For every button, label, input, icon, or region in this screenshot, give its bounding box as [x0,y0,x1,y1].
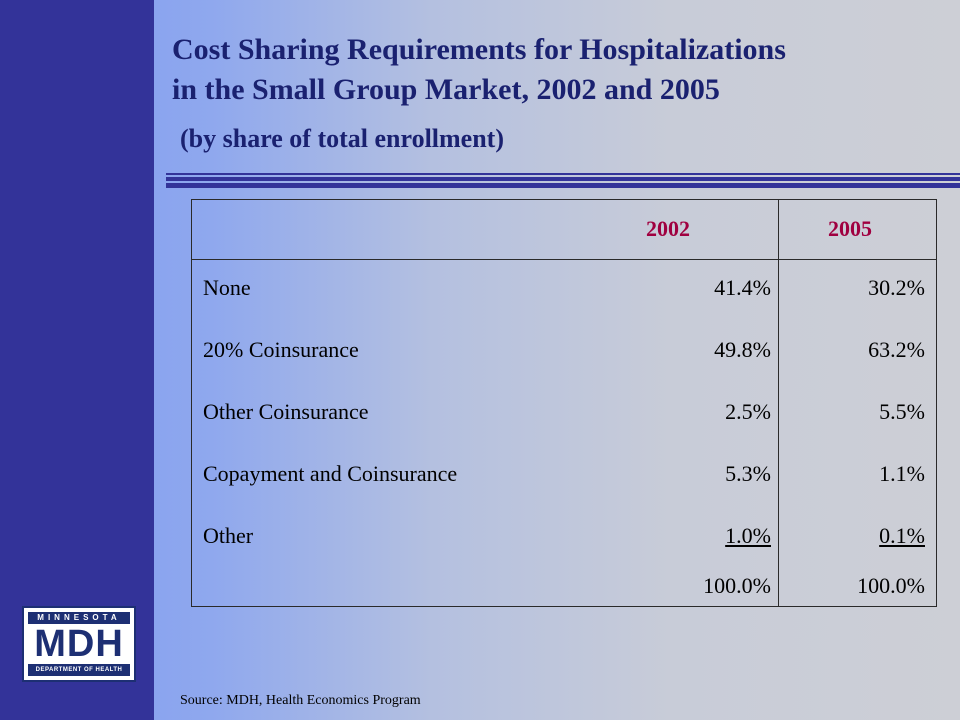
cell-other-coinsurance-2002: 2.5% [725,399,771,424]
cell-other-coinsurance-2005: 5.5% [879,399,925,424]
cost-sharing-table: 2002 2005 None 41.4% 30.2% 20% Coinsuran… [191,199,937,607]
logo-top-band: MINNESOTA [28,612,130,624]
slide-title: Cost Sharing Requirements for Hospitaliz… [172,30,786,110]
table-column-divider [778,200,779,606]
row-label-other-coinsurance: Other Coinsurance [203,399,369,424]
cell-20-coinsurance-2002: 49.8% [714,337,771,362]
slide-subtitle: (by share of total enrollment) [180,124,504,153]
title-line-1: Cost Sharing Requirements for Hospitaliz… [172,33,786,66]
column-header-2002: 2002 [646,216,690,241]
title-line-2: in the Small Group Market, 2002 and 2005 [172,73,720,106]
title-underline-rules [166,173,960,189]
row-label-copayment-and-coinsurance: Copayment and Coinsurance [203,461,458,486]
mdh-logo: MINNESOTA MDH DEPARTMENT OF HEALTH [22,606,136,682]
row-label-none: None [203,275,251,300]
cell-copayment-and-coinsurance-2002: 5.3% [725,461,771,486]
cell-other-2005: 0.1% [879,523,925,548]
total-2002: 100.0% [703,573,771,598]
logo-mark: MDH [34,623,124,665]
cell-other-2002-wrap: 1.0% [631,523,771,549]
row-label-other: Other [203,523,254,548]
cell-other-2002: 1.0% [725,523,771,548]
cell-other-2005-wrap: 0.1% [785,523,925,549]
source-note: Source: MDH, Health Economics Program [180,693,421,708]
row-label-20-coinsurance: 20% Coinsurance [203,337,359,362]
sidebar-band: MINNESOTA MDH DEPARTMENT OF HEALTH [0,0,154,720]
cell-none-2002: 41.4% [714,275,771,300]
cell-none-2005: 30.2% [868,275,925,300]
table-header-divider [192,259,936,260]
column-header-2005: 2005 [828,216,872,241]
total-2005: 100.0% [857,573,925,598]
cell-20-coinsurance-2005: 63.2% [868,337,925,362]
logo-bottom-band: DEPARTMENT OF HEALTH [28,664,130,676]
cell-copayment-and-coinsurance-2005: 1.1% [879,461,925,486]
